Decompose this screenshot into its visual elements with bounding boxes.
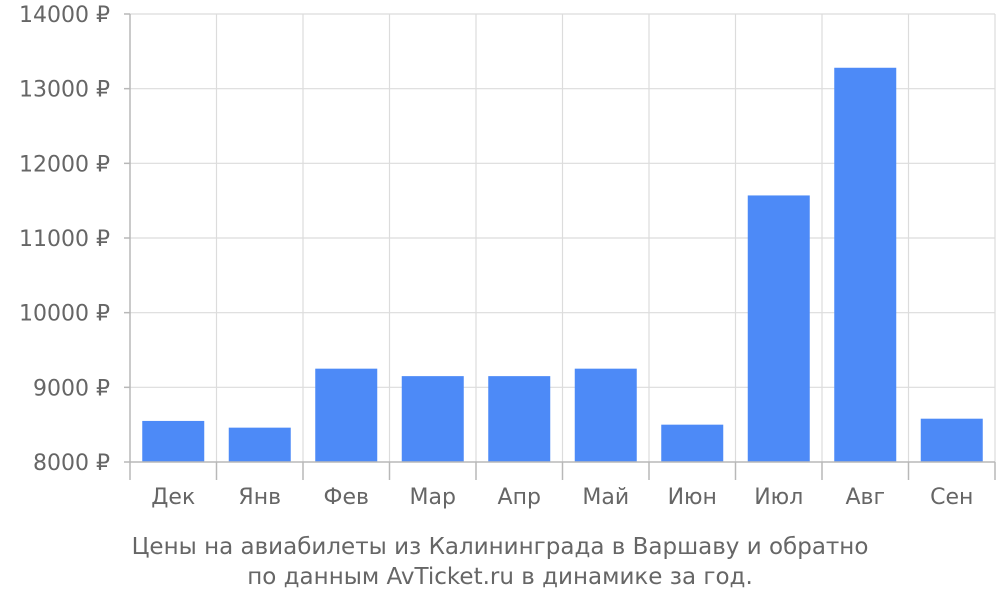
bar bbox=[574, 368, 637, 462]
x-axis-tick-labels: Дек Янв Фев Мар Апр Май Июн Июл Авг Сен bbox=[151, 485, 973, 510]
y-tick-label: 9000 ₽ bbox=[33, 376, 110, 401]
caption-line-1: Цены на авиабилеты из Калининграда в Вар… bbox=[131, 534, 869, 560]
y-axis-tick-labels: 8000 ₽ 9000 ₽ 10000 ₽ 11000 ₽ 12000 ₽ 13000 ₽… bbox=[19, 3, 110, 476]
bar bbox=[747, 195, 810, 462]
axes bbox=[124, 13, 996, 480]
bar bbox=[834, 67, 897, 462]
y-tick-label: 12000 ₽ bbox=[19, 152, 110, 177]
bars bbox=[142, 67, 983, 462]
chart-caption: Цены на авиабилеты из Калининграда в Вар… bbox=[0, 532, 1000, 592]
price-bar-chart: 8000 ₽ 9000 ₽ 10000 ₽ 11000 ₽ 12000 ₽ 13000 ₽… bbox=[19, 3, 996, 510]
x-tick-label: Июн bbox=[668, 485, 717, 510]
x-tick-label: Июл bbox=[754, 485, 803, 510]
y-tick-label: 10000 ₽ bbox=[19, 302, 110, 327]
bar bbox=[661, 424, 724, 462]
x-tick-label: Сен bbox=[930, 485, 973, 510]
y-tick-label: 8000 ₽ bbox=[33, 451, 110, 476]
bar bbox=[488, 376, 551, 462]
y-tick-label: 13000 ₽ bbox=[19, 78, 110, 103]
x-tick-label: Мар bbox=[410, 485, 456, 510]
y-tick-label: 11000 ₽ bbox=[19, 227, 110, 252]
bar bbox=[920, 418, 983, 462]
x-tick-label: Янв bbox=[238, 485, 281, 510]
x-tick-label: Дек bbox=[151, 485, 195, 510]
x-tick-label: Май bbox=[582, 485, 629, 510]
x-tick-label: Авг bbox=[845, 485, 885, 510]
bar bbox=[315, 368, 378, 462]
bar bbox=[142, 420, 205, 462]
bar bbox=[401, 376, 464, 462]
x-tick-label: Апр bbox=[498, 485, 541, 510]
y-tick-label: 14000 ₽ bbox=[19, 3, 110, 28]
grid bbox=[130, 13, 996, 462]
caption-line-2: по данным AvTicket.ru в динамике за год. bbox=[247, 564, 753, 590]
x-tick-label: Фев bbox=[324, 485, 369, 510]
bar bbox=[228, 427, 291, 462]
